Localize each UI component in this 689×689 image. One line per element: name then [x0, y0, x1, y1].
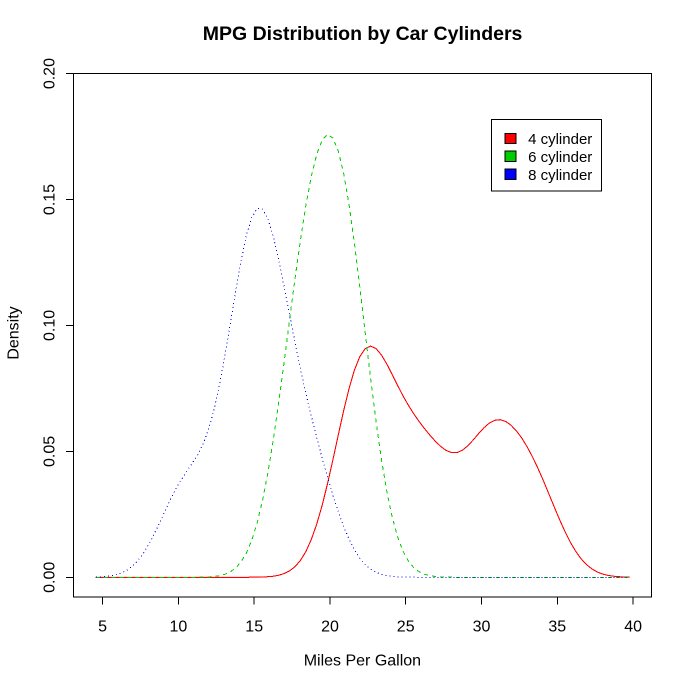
svg-text:40: 40 [624, 618, 642, 635]
svg-text:30: 30 [473, 618, 491, 635]
svg-text:5: 5 [98, 618, 107, 635]
svg-text:0.00: 0.00 [41, 562, 58, 593]
svg-text:0.20: 0.20 [41, 58, 58, 89]
svg-text:0.10: 0.10 [41, 310, 58, 341]
svg-text:6 cylinder: 6 cylinder [528, 149, 592, 166]
svg-text:Density: Density [5, 306, 22, 359]
svg-text:35: 35 [548, 618, 566, 635]
svg-text:0.05: 0.05 [41, 436, 58, 467]
svg-text:0.15: 0.15 [41, 184, 58, 215]
svg-text:20: 20 [321, 618, 339, 635]
svg-text:25: 25 [397, 618, 415, 635]
svg-text:4 cylinder: 4 cylinder [528, 131, 592, 148]
svg-text:MPG Distribution by Car Cylind: MPG Distribution by Car Cylinders [203, 23, 523, 45]
svg-text:15: 15 [245, 618, 263, 635]
svg-text:8 cylinder: 8 cylinder [528, 167, 592, 184]
svg-text:Miles Per Gallon: Miles Per Gallon [304, 652, 421, 669]
svg-text:10: 10 [170, 618, 188, 635]
